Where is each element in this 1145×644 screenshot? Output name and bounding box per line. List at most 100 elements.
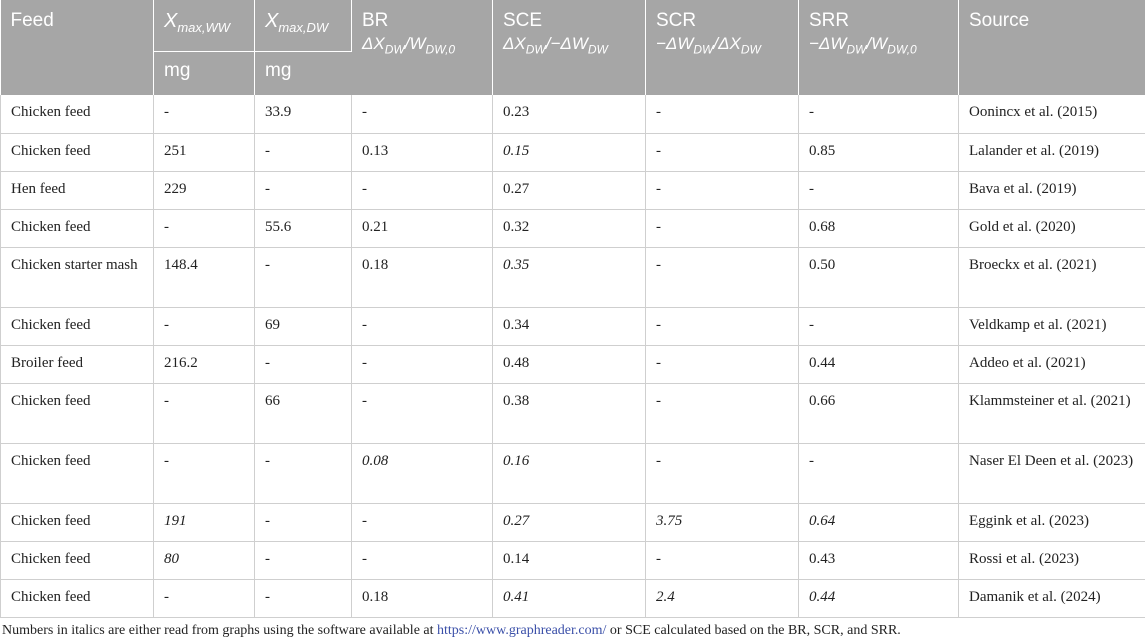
header-scr: SCR −ΔWDW/ΔXDW (645, 0, 799, 95)
cell-br: 0.18 (351, 579, 493, 618)
cell-br: 0.21 (351, 209, 493, 248)
cell-source: Lalander et al. (2019) (958, 133, 1145, 172)
cell-xww: 229 (153, 171, 255, 210)
table-body: Chicken feed -33.9-0.23- - Oonincx et al. (… (0, 95, 1145, 618)
cell-sce: 0.23 (492, 95, 646, 134)
cell-feed: Broiler feed (0, 345, 154, 384)
cell-xww: - (153, 383, 255, 444)
cell-srr: - (798, 171, 959, 210)
header-source: Source (958, 0, 1145, 95)
header-xmax-ww: Xmax,WW (153, 0, 255, 51)
cell-sce: 0.48 (492, 345, 646, 384)
cell-br: - (351, 541, 493, 580)
cell-feed: Chicken feed (0, 307, 154, 346)
cell-br: - (351, 307, 493, 346)
cell-xww: 80 (153, 541, 255, 580)
cell-sce: 0.16 (492, 443, 646, 504)
table-row: Chicken feed - -0.08 0.16- - Naser El Deen et… (0, 443, 1145, 504)
header-xmax-ww-unit: mg (153, 50, 255, 95)
cell-srr: - (798, 307, 959, 346)
table-row: Chicken feed 191- -0.27 3.75 0.64 Eggink et a… (0, 503, 1145, 542)
cell-scr: - (645, 307, 799, 346)
cell-br: - (351, 95, 493, 134)
cell-feed: Chicken starter mash (0, 247, 154, 308)
cell-source: Naser El Deen et al. (2023) (958, 443, 1145, 504)
cell-scr: - (645, 247, 799, 308)
header-xmax-dw-unit: mg (254, 50, 352, 95)
cell-srr: 0.85 (798, 133, 959, 172)
cell-scr: - (645, 133, 799, 172)
table-row: Broiler feed 216.2- -0.48-0.44 Addeo et al.… (0, 345, 1145, 384)
cell-feed: Chicken feed (0, 503, 154, 542)
header-sce-formula: ΔXDW/−ΔWDW (503, 34, 608, 57)
header-br: BR ΔXDW/WDW,0 (351, 0, 493, 95)
cell-xww: 191 (153, 503, 255, 542)
header-scr-formula: −ΔWDW/ΔXDW (656, 34, 761, 57)
cell-srr: 0.44 (798, 345, 959, 384)
cell-srr: 0.44 (798, 579, 959, 618)
cell-source: Broeckx et al. (2021) (958, 247, 1145, 308)
cell-sce: 0.14 (492, 541, 646, 580)
data-table: Feed Xmax,WW Xmax,DW BR ΔXDW/WDW,0 SCE Δ… (0, 0, 1145, 618)
cell-br: 0.18 (351, 247, 493, 308)
cell-xdw: - (254, 171, 352, 210)
cell-xdw: 33.9 (254, 95, 352, 134)
table-row: Chicken feed -33.9-0.23- - Oonincx et al. (… (0, 95, 1145, 134)
header-br-formula: ΔXDW/WDW,0 (362, 34, 456, 57)
table-row: Chicken starter mash 148.4-0.18 0.35-0.50 B… (0, 247, 1145, 308)
table-row: Chicken feed 80- -0.14-0.43 Rossi et al. (2… (0, 541, 1145, 580)
cell-srr: 0.66 (798, 383, 959, 444)
cell-br: - (351, 345, 493, 384)
cell-feed: Chicken feed (0, 443, 154, 504)
cell-scr: 3.75 (645, 503, 799, 542)
cell-source: Addeo et al. (2021) (958, 345, 1145, 384)
cell-feed: Chicken feed (0, 133, 154, 172)
cell-br: - (351, 503, 493, 542)
cell-srr: 0.68 (798, 209, 959, 248)
cell-feed: Chicken feed (0, 95, 154, 134)
cell-xdw: - (254, 579, 352, 618)
header-srr: SRR −ΔWDW/WDW,0 (798, 0, 959, 95)
header-sce: SCE ΔXDW/−ΔWDW (492, 0, 646, 95)
graphreader-link[interactable]: https://www.graphreader.com/ (437, 622, 607, 638)
cell-srr: - (798, 443, 959, 504)
cell-scr: - (645, 443, 799, 504)
cell-scr: - (645, 209, 799, 248)
cell-sce: 0.15 (492, 133, 646, 172)
cell-sce: 0.41 (492, 579, 646, 618)
cell-feed: Chicken feed (0, 209, 154, 248)
cell-br: - (351, 383, 493, 444)
cell-source: Oonincx et al. (2015) (958, 95, 1145, 134)
cell-srr: 0.64 (798, 503, 959, 542)
cell-source: Veldkamp et al. (2021) (958, 307, 1145, 346)
header-feed: Feed (0, 0, 154, 95)
cell-source: Bava et al. (2019) (958, 171, 1145, 210)
table-row: Chicken feed -55.6 0.21 0.32-0.68 Gold et al… (0, 209, 1145, 248)
cell-sce: 0.32 (492, 209, 646, 248)
cell-scr: - (645, 345, 799, 384)
cell-xdw: - (254, 443, 352, 504)
cell-xdw: 69 (254, 307, 352, 346)
table-row: Hen feed 229- -0.27- - Bava et al. (2019) (0, 171, 1145, 210)
cell-source: Klammsteiner et al. (2021) (958, 383, 1145, 444)
cell-xww: - (153, 579, 255, 618)
cell-source: Eggink et al. (2023) (958, 503, 1145, 542)
cell-sce: 0.27 (492, 171, 646, 210)
cell-xww: - (153, 443, 255, 504)
cell-xdw: 55.6 (254, 209, 352, 248)
cell-feed: Hen feed (0, 171, 154, 210)
cell-sce: 0.35 (492, 247, 646, 308)
cell-scr: - (645, 541, 799, 580)
cell-xdw: 66 (254, 383, 352, 444)
cell-scr: - (645, 171, 799, 210)
table-row: Chicken feed -69-0.34- - Veldkamp et al. (2… (0, 307, 1145, 346)
header-xmax-dw: Xmax,DW (254, 0, 352, 51)
cell-xdw: - (254, 133, 352, 172)
cell-srr: - (798, 95, 959, 134)
table-row: Chicken feed 251-0.13 0.15-0.85 Lalander et… (0, 133, 1145, 172)
cell-srr: 0.50 (798, 247, 959, 308)
table-header: Feed Xmax,WW Xmax,DW BR ΔXDW/WDW,0 SCE Δ… (0, 0, 1145, 95)
cell-scr: - (645, 95, 799, 134)
table-row: Chicken feed - -0.18 0.41 2.4 0.44 Damanik et … (0, 579, 1145, 618)
cell-feed: Chicken feed (0, 541, 154, 580)
